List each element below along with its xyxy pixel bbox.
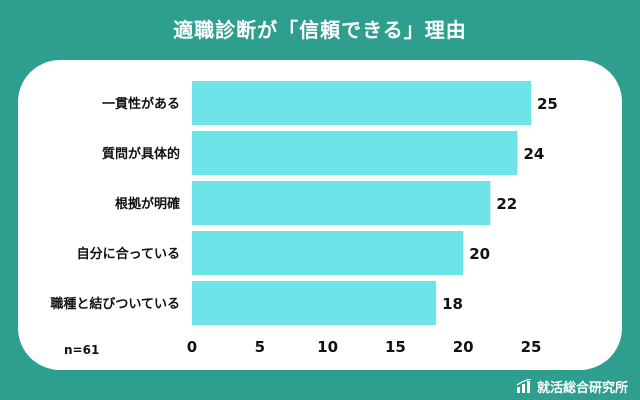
bar-5 (192, 281, 437, 325)
bar-1 (192, 81, 531, 125)
x-tick-label-4: 15 (385, 338, 406, 356)
value-label-4: 20 (469, 245, 490, 263)
x-tick-label-1: 0 (187, 338, 197, 356)
category-label-5: 職種と結びついている (50, 296, 180, 312)
bar-3 (192, 181, 491, 225)
brand-name: 就活総合研究所 (536, 380, 628, 396)
bar-2 (192, 131, 518, 175)
category-label-2: 質問が具体的 (102, 146, 180, 162)
value-label-5: 18 (442, 295, 463, 313)
bar-4 (192, 231, 464, 275)
value-label-2: 24 (523, 145, 544, 163)
category-label-1: 一貫性がある (102, 96, 180, 112)
sample-size-note: n=61 (64, 343, 100, 357)
value-label-1: 25 (537, 95, 558, 113)
category-label-3: 根拠が明確 (115, 196, 180, 212)
x-tick-label-2: 5 (255, 338, 265, 356)
x-tick-label-5: 20 (453, 338, 474, 356)
brand-logo: 就活総合研究所 (516, 376, 628, 396)
chart-title: 適職診断が「信頼できる」理由 (173, 17, 467, 42)
category-label-4: 自分に合っている (77, 246, 180, 262)
value-label-3: 22 (496, 195, 517, 213)
bar-chart-icon (516, 379, 532, 393)
x-tick-label-3: 10 (317, 338, 338, 356)
x-tick-label-6: 25 (521, 338, 542, 356)
